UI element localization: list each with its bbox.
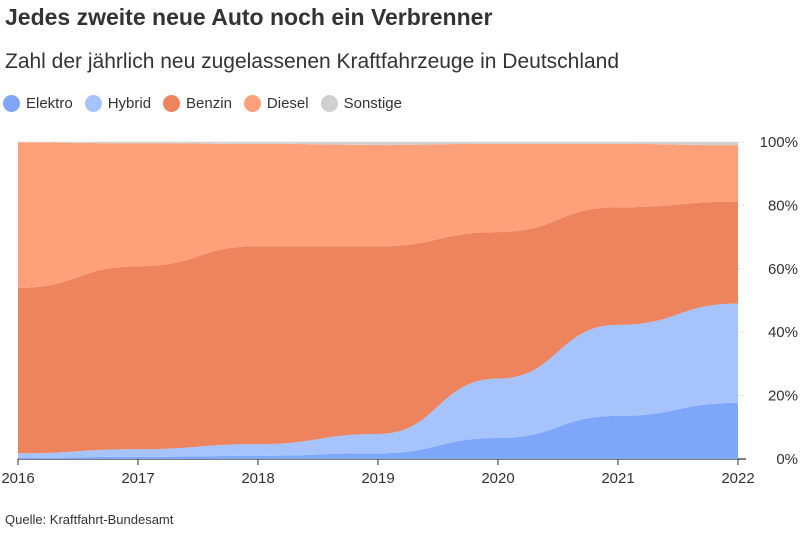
source-note: Quelle: Kraftfahrt-Bundesamt [5, 512, 174, 527]
area-benzin [18, 201, 738, 454]
legend-label-elektro: Elektro [26, 95, 73, 112]
x-tick-label-2017: 2017 [121, 470, 154, 487]
legend-item-sonstige: Sonstige [320, 95, 402, 112]
legend-item-elektro: Elektro [3, 95, 73, 112]
chart-title: Jedes zweite neue Auto noch ein Verbrenn… [5, 4, 493, 30]
legend-label-benzin: Benzin [186, 95, 232, 112]
area-diesel [18, 142, 738, 288]
stacked-area-chart: 2016 2017 2018 2019 2020 2021 2022 0% 20% 40% 60% 8… [1, 134, 798, 487]
legend-item-diesel: Diesel [243, 95, 309, 112]
legend-swatch-elektro [3, 95, 20, 112]
y-tick-label-20-: 20% [768, 388, 798, 405]
x-tick-label-2018: 2018 [241, 470, 274, 487]
x-tick-label-2016: 2016 [1, 470, 34, 487]
legend-swatch-benzin [163, 95, 181, 112]
legend-item-benzin: Benzin [163, 95, 232, 112]
area-hybrid [18, 303, 738, 459]
legend: Elektro Hybrid Benzin Diesel Sonstige [3, 95, 414, 112]
area-elektro [18, 402, 738, 459]
y-tick-label-0-: 0% [776, 451, 798, 468]
x-tick-label-2019: 2019 [361, 470, 394, 487]
legend-label-sonstige: Sonstige [343, 95, 402, 112]
legend-swatch-diesel [243, 95, 261, 112]
y-tick-label-60-: 60% [768, 261, 798, 278]
y-tick-label-80-: 80% [768, 197, 798, 214]
chart-subtitle: Zahl der jährlich neu zugelassenen Kraft… [5, 50, 620, 73]
legend-label-diesel: Diesel [266, 95, 309, 112]
area-sonstige [18, 142, 738, 146]
legend-item-hybrid: Hybrid [84, 95, 152, 112]
x-tick-label-2020: 2020 [481, 470, 514, 487]
y-tick-label-100-: 100% [760, 134, 798, 151]
legend-label-hybrid: Hybrid [107, 95, 152, 112]
x-tick-label-2022: 2022 [721, 470, 754, 487]
x-tick-label-2021: 2021 [601, 470, 634, 487]
legend-swatch-hybrid [84, 95, 102, 112]
legend-swatch-sonstige [320, 95, 338, 112]
y-tick-label-40-: 40% [768, 324, 798, 341]
